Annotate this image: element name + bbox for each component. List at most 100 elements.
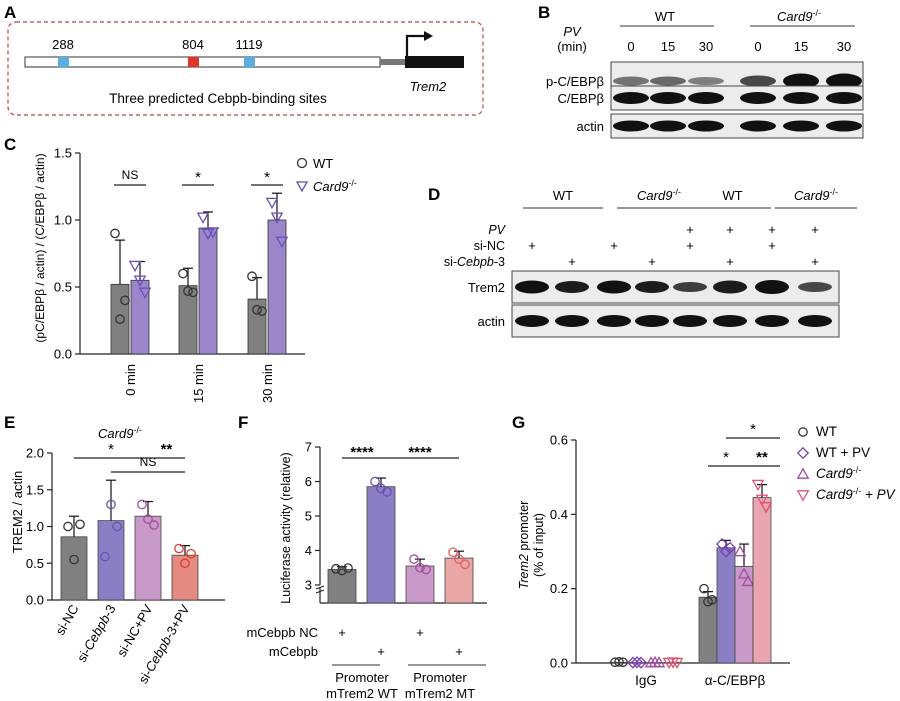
f-y-tick-label: 3 <box>305 578 312 593</box>
g-point <box>614 657 624 667</box>
blot-d-band <box>755 315 789 327</box>
panel-e: E Card9-/- TREM2 / actin 0.0 0.5 1.0 1.5 2.0… <box>4 413 225 686</box>
blot-b-band <box>688 120 724 132</box>
panel-letter-e: E <box>4 413 15 432</box>
blot-d-band <box>597 280 631 294</box>
c-point <box>247 271 257 282</box>
e-x-tick-label: si-NC+PV <box>114 602 156 660</box>
e-y-tick-label: 1.0 <box>26 519 44 534</box>
f-point <box>454 554 464 564</box>
c-point <box>183 286 193 296</box>
c-point <box>188 287 198 298</box>
blot-d-band <box>755 280 789 294</box>
e-y-tick-label: 0.5 <box>26 556 44 571</box>
g-legend-marker <box>798 427 808 437</box>
g-bar <box>698 596 718 664</box>
c-ylabel: (pC/EBPβ / actin) / (C/EBPβ / actin) <box>33 153 47 342</box>
c-point <box>133 275 147 287</box>
f-group-label: mTrem2 WT <box>326 686 398 701</box>
d-group-headers: WT Card9-/- WT Card9-/- <box>523 187 857 209</box>
g-point <box>737 567 751 579</box>
blot-b-band <box>650 120 686 132</box>
f-row-label: mCebpb NC <box>246 625 318 640</box>
blot-b-band <box>740 75 776 87</box>
d-group-label: Card9-/- <box>794 187 838 203</box>
blot-b-row-label: p-C/EBPβ <box>546 74 604 89</box>
blot-b-row-label: C/EBPβ <box>558 91 605 106</box>
binding-site-804 <box>188 57 199 67</box>
blot-d-band <box>515 315 549 327</box>
blot-d-band <box>515 280 549 294</box>
e-y-tick-label: 2.0 <box>26 446 44 461</box>
d-plus: + <box>726 254 734 269</box>
c-point <box>265 197 279 210</box>
e-point <box>143 514 153 525</box>
f-bar <box>444 557 474 604</box>
e-sig-label: * <box>108 441 114 458</box>
g-y-tick-label: 0.0 <box>550 656 568 671</box>
e-bar <box>134 515 162 601</box>
f-group-label: Promoter <box>335 670 389 685</box>
c-x-tick-label: 15 min <box>191 364 206 403</box>
e-point <box>75 519 85 530</box>
site-label-288: 288 <box>52 37 74 52</box>
c-point <box>252 304 262 315</box>
c-point <box>120 295 130 306</box>
g-sig-label: * <box>723 449 729 466</box>
blot-d-row-label: actin <box>478 314 505 329</box>
blot-b-band <box>650 92 686 104</box>
g-point <box>670 657 684 670</box>
panel-letter-b: B <box>538 3 550 22</box>
f-point <box>409 554 419 564</box>
blot-b: p-C/EBPβ C/EBPβ actin <box>546 61 864 139</box>
f-plus: + <box>416 625 424 640</box>
g-point <box>741 574 755 587</box>
g-legend-label: Card9-/- <box>816 465 861 481</box>
c-bar <box>267 219 287 355</box>
g-y-tick-label: 0.4 <box>550 507 568 522</box>
e-y-tick-label: 1.5 <box>26 482 44 497</box>
legend-ko-marker <box>295 181 309 193</box>
blot-d-band <box>635 281 669 293</box>
g-legend: WT WT + PV Card9-/- Card9-/- + PV <box>796 424 897 502</box>
linker-bar <box>380 59 405 65</box>
d-plus: + <box>686 222 694 237</box>
blot-b-band <box>688 77 724 85</box>
time-label: 30 <box>837 39 851 54</box>
time-label: 0 <box>754 39 761 54</box>
panel-c: C (pC/EBPβ / actin) / (C/EBPβ / actin) 0… <box>4 135 357 403</box>
f-y-tick-label: 5 <box>305 509 312 524</box>
c-bar <box>198 227 218 355</box>
promoter-bar <box>24 56 381 68</box>
g-point <box>733 544 747 557</box>
c-y-tick-label: 1.0 <box>54 213 72 228</box>
f-y-tick-label: 6 <box>305 474 312 489</box>
d-plus: + <box>811 222 819 237</box>
blot-d-band <box>713 280 747 294</box>
f-point <box>415 562 425 573</box>
g-sig-label: ** <box>756 449 768 466</box>
panel-letter-a: A <box>4 3 16 22</box>
time-label: 30 <box>699 39 713 54</box>
min-label: (min) <box>557 39 587 54</box>
c-point <box>206 227 220 239</box>
g-legend-marker <box>796 490 810 502</box>
g-point <box>634 656 648 669</box>
c-point <box>178 268 188 279</box>
legend-ko-label: Card9-/- <box>313 178 357 194</box>
f-axis-break <box>315 585 325 590</box>
f-row-label: mCebpb <box>269 644 318 659</box>
blot-b-band <box>688 92 724 104</box>
d-plus: + <box>768 238 776 253</box>
c-y-tick-label: 1.5 <box>54 146 72 161</box>
c-x-tick-label: 30 min <box>260 364 275 403</box>
legend-wt-marker <box>296 157 308 169</box>
blot-d-band <box>798 282 832 292</box>
blot-d-band <box>673 282 707 292</box>
blot-b-band <box>740 92 776 104</box>
f-point <box>337 565 347 576</box>
f-sig-label: **** <box>408 444 432 461</box>
e-ylabel: TREM2 / actin <box>10 471 25 553</box>
f-axis-break <box>315 589 325 594</box>
